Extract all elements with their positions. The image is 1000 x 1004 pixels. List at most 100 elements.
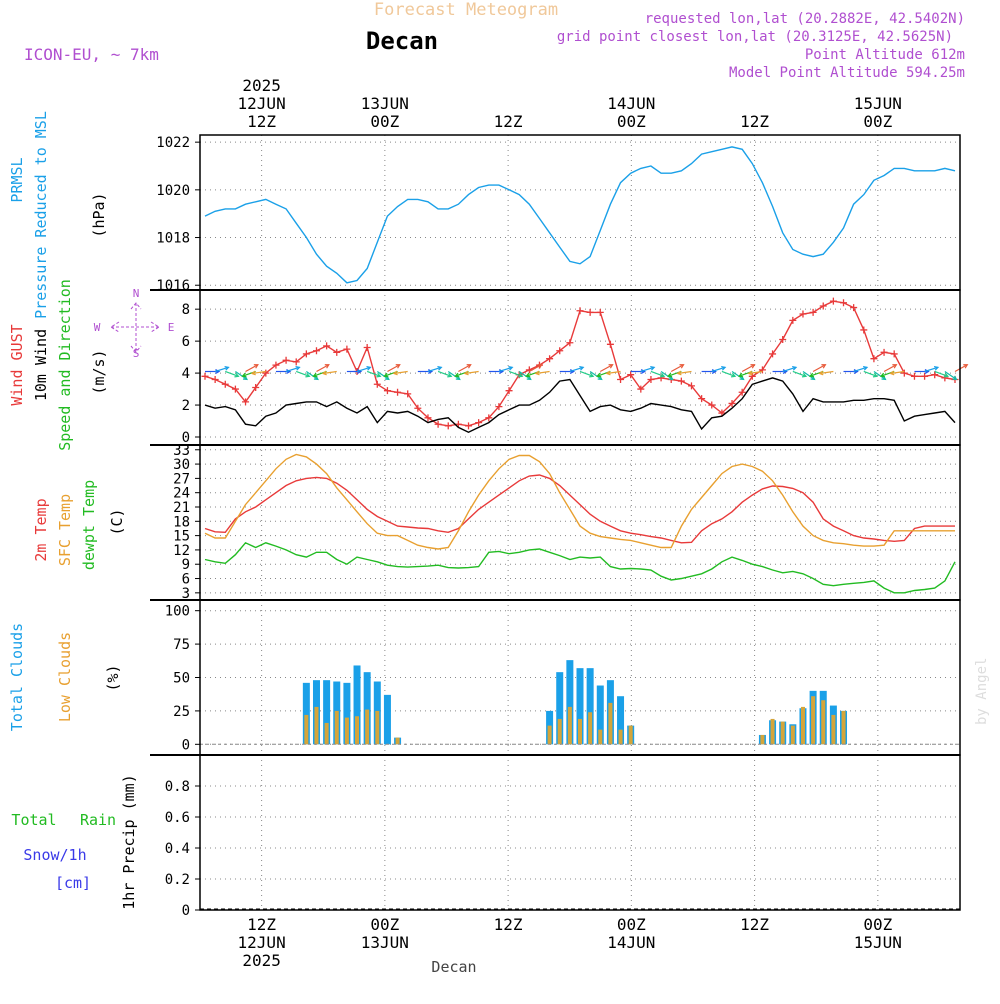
panel-label: Wind GUST [8,324,26,405]
bar-total-clouds [576,668,584,745]
wind-arrow-head [650,365,656,371]
gust-marker [282,356,290,364]
panel-clouds: 0 25 50 75 100 [165,599,961,756]
y-tick-label: 6 [182,334,190,350]
y-tick-label: 0 [182,903,190,919]
bar-low-clouds [395,737,400,745]
gust-marker [586,308,594,316]
wind-arrow [225,370,239,377]
y-tick-label: 25 [173,704,190,720]
wind-arrow-head [721,365,727,371]
gust-marker [394,388,402,396]
gust-marker [272,361,280,369]
series-line-sfc-temp [204,453,955,550]
wind-arrow [569,366,584,373]
y-tick-label: 33 [173,443,190,459]
bar-low-clouds [547,725,552,745]
gust-marker [383,387,391,395]
y-tick-label: 1022 [156,135,190,151]
panel-label: Low Clouds [56,632,74,722]
y-tick-label: 27 [173,471,190,487]
wind-arrow [214,366,229,373]
gust-marker [748,372,756,380]
wind-arrow [251,370,266,375]
wind-arrow [606,370,621,375]
panel-label: (%) [104,664,122,691]
wind-arrow-head [241,372,247,378]
bottom-time-label: 12Z [247,915,276,934]
wind-arrow [819,370,834,375]
gust-marker [728,399,736,407]
series-line-2m-temp [204,474,955,544]
wind-arrow-head [924,369,930,374]
wind-arrow-head [498,369,505,374]
wind-arrow-head [312,372,318,378]
top-time-label: 00Z [617,112,646,131]
wind-arrow-head [853,369,859,374]
wind-arrow-head [224,365,230,371]
panel-frame [199,754,961,911]
gust-marker [221,380,229,388]
wind-arrow-head [357,369,363,374]
compass-letter: S [133,347,140,360]
wind-arrow-head [466,364,472,369]
panel-label: Speed and Direction [56,279,74,451]
wind-arrow [366,370,381,377]
gust-marker [424,414,432,422]
wind-arrow [306,370,319,380]
bar-low-clouds [608,702,613,745]
bar-low-clouds [324,722,329,745]
y-tick-label: 1016 [156,278,190,294]
wind-arrow [498,366,513,373]
wind-arrow-head [889,370,895,376]
bar-low-clouds [355,716,360,745]
wind-arrow-head [463,370,469,376]
wind-arrow [285,366,300,373]
bottom-time-label: 00Z [370,915,399,934]
bar-low-clouds [557,718,562,745]
wind-arrow-head [952,375,958,381]
wind-arrow-head [376,372,382,378]
wind-arrow-head [295,365,301,371]
y-tick-label: 21 [173,500,190,516]
wind-arrow-head [963,364,969,369]
bottom-time-label: 12JUN [238,933,286,952]
wind-arrow-head [679,364,685,369]
gust-marker [779,336,787,344]
gust-marker [252,383,260,391]
gust-marker [323,342,331,350]
gust-marker [231,385,239,393]
gust-marker [921,372,929,380]
top-time-label: 12Z [247,112,276,131]
gust-marker [789,316,797,324]
top-time-label: 12Z [494,112,523,131]
wind-arrow-head [879,372,886,378]
panel-precip: 0 0.2 0.4 0.6 0.8 [165,754,961,919]
bar-low-clouds [800,706,805,745]
panels: 1016101810201022024683691215182124273033… [150,134,969,919]
header: Forecast Meteogram Decan ICON-EU, ~ 7km … [24,0,965,81]
gust-marker [302,350,310,358]
wind-arrow [660,370,673,380]
bar-low-clouds [811,696,816,745]
bar-total-clouds [323,680,331,745]
y-tick-label: 1020 [156,183,190,199]
gust-marker [769,350,777,358]
wind-arrow [387,364,401,373]
series-line-dewpt-temp [204,541,956,594]
gust-marker [596,308,604,316]
wind-arrow-head [537,364,543,369]
top-time-label: 00Z [370,112,399,131]
bar-low-clouds [578,718,582,745]
gust-marker [414,404,422,412]
wind-arrow [782,366,797,373]
bar-low-clouds [841,710,846,745]
wind-arrow-head [437,365,443,371]
gust-marker [262,369,270,377]
wind-arrow [741,364,755,373]
bottom-time-label: 12Z [740,915,769,934]
wind-arrow [356,366,371,373]
wind-arrow-head [605,370,611,376]
top-time-label: 12JUN [238,94,286,113]
